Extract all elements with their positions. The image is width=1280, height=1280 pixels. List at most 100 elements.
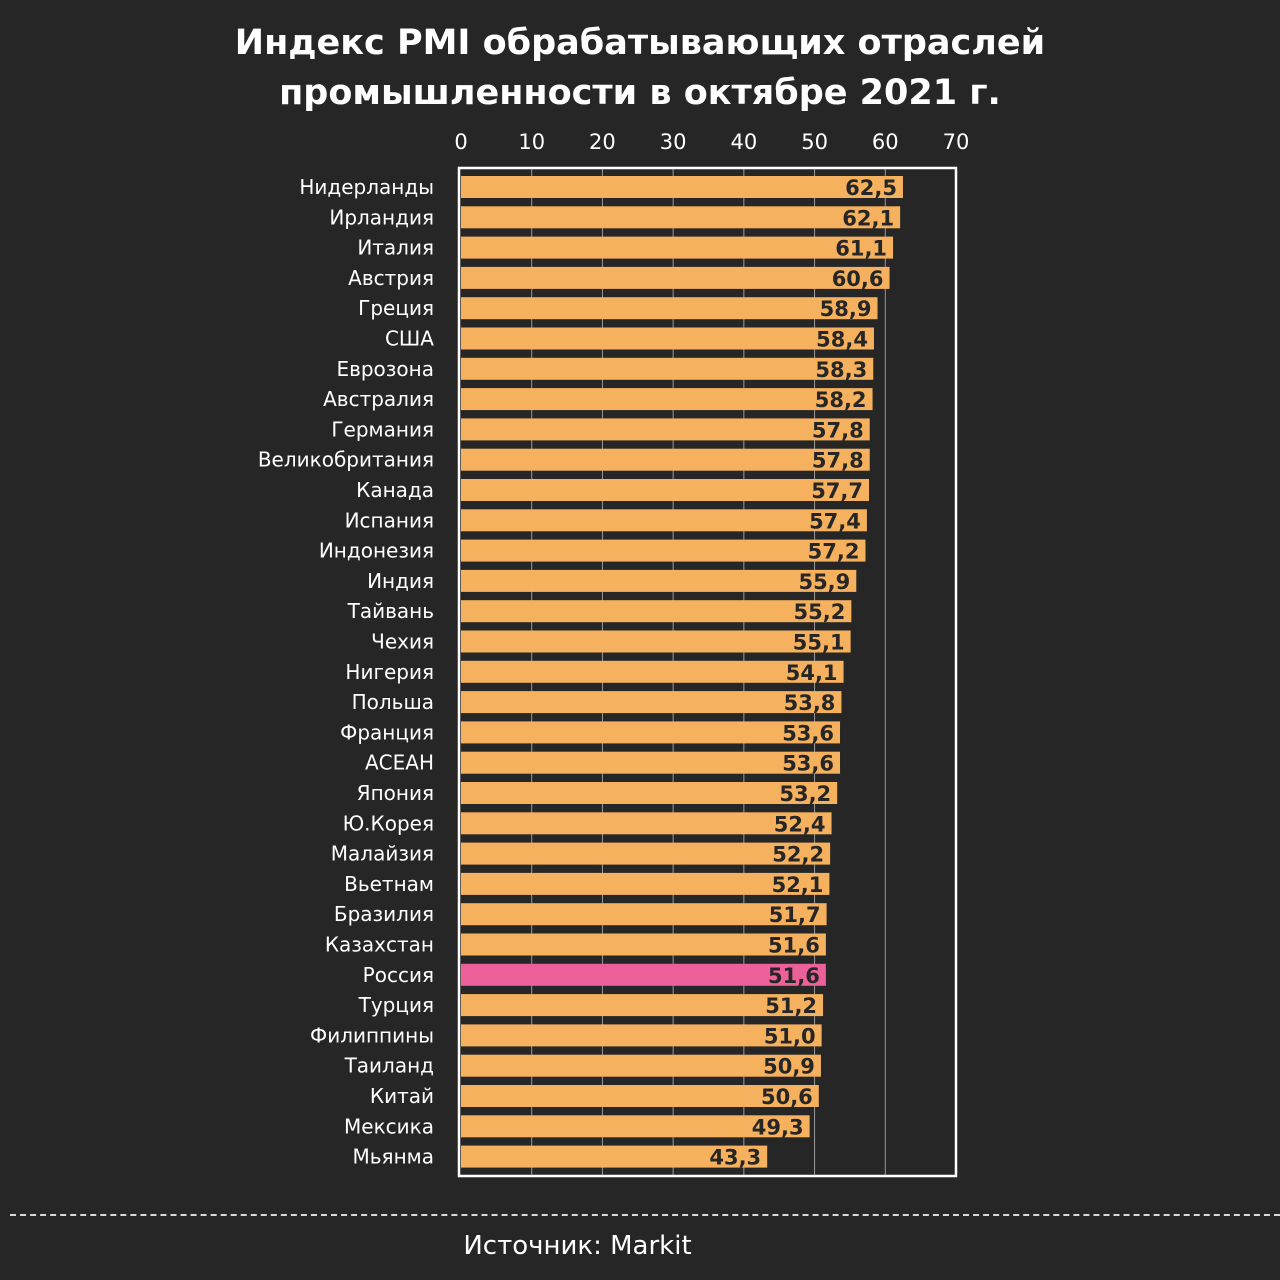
bar	[461, 448, 870, 471]
bar	[461, 691, 842, 714]
data-label: 61,1	[835, 237, 887, 261]
bar	[461, 357, 874, 380]
category-label: Испания	[345, 508, 434, 532]
category-label: Индонезия	[319, 539, 434, 563]
category-label: Япония	[357, 781, 434, 805]
category-label: Чехия	[371, 630, 434, 654]
bar-chart: 0 10 20 30 40 50 60 70 62,5 Нидерланды 62,1 Ирланди…	[258, 130, 970, 1178]
bar	[461, 1085, 819, 1107]
bar	[461, 812, 832, 835]
category-label: Еврозона	[336, 357, 434, 381]
bar	[461, 630, 851, 653]
category-label: Италия	[357, 236, 434, 260]
bar	[461, 297, 878, 320]
plot-frame	[457, 166, 958, 1178]
data-label: 51,6	[768, 964, 820, 988]
category-label: Тайвань	[347, 599, 434, 623]
x-tick-label: 50	[801, 130, 828, 154]
category-label: Таиланд	[344, 1054, 434, 1078]
chart-title-line-2: промышленности в октябре 2021 г.	[279, 73, 1001, 113]
bar	[461, 1024, 822, 1047]
category-label: Ю.Корея	[343, 811, 434, 835]
category-label: Франция	[340, 720, 434, 744]
category-label: Индия	[367, 569, 434, 593]
bar	[461, 266, 890, 289]
bar	[461, 176, 903, 198]
category-label: Турция	[358, 993, 434, 1017]
bar	[461, 479, 870, 501]
category-label: Вьетнам	[344, 872, 434, 896]
x-tick-label: 10	[518, 130, 545, 154]
data-label: 53,6	[782, 752, 834, 776]
data-label: 51,6	[768, 934, 820, 958]
chart-title-line-1: Индекс PMI обрабатывающих отраслей	[234, 23, 1046, 63]
category-label: Мьянма	[353, 1145, 435, 1169]
category-label: Россия	[363, 963, 434, 987]
bar	[461, 388, 873, 411]
category-label: Китай	[370, 1084, 434, 1108]
bar	[461, 1054, 821, 1077]
category-label: Мексика	[344, 1114, 434, 1138]
x-tick-label: 0	[454, 130, 467, 154]
bar	[461, 1115, 810, 1138]
data-label: 54,1	[786, 661, 838, 685]
bar	[461, 963, 826, 986]
x-tick-label: 20	[589, 130, 616, 154]
bar	[461, 539, 866, 562]
data-label: 52,2	[772, 843, 824, 867]
data-label: 57,2	[808, 540, 860, 564]
bar	[461, 509, 867, 532]
source-note: Источник: Markit	[463, 1231, 692, 1261]
category-label: США	[385, 327, 434, 351]
category-label: Малайзия	[331, 842, 434, 866]
bar	[461, 903, 827, 926]
category-label: Великобритания	[258, 448, 434, 472]
data-label: 51,7	[769, 903, 821, 927]
data-label: 50,6	[761, 1085, 813, 1109]
x-tick-label: 70	[943, 130, 970, 154]
data-label: 62,5	[845, 176, 897, 200]
bar	[461, 236, 894, 259]
category-label: Ирландия	[329, 205, 434, 229]
category-label: АСЕАН	[365, 751, 434, 775]
data-label: 52,4	[774, 812, 826, 836]
bar	[461, 1145, 768, 1168]
data-label: 62,1	[842, 206, 894, 230]
bar	[461, 933, 826, 956]
data-label: 57,8	[812, 418, 864, 442]
category-label: Польша	[352, 690, 434, 714]
category-label: Греция	[358, 296, 434, 320]
bar	[461, 418, 870, 441]
chart-title: Индекс PMI обрабатывающих отраслей промы…	[0, 18, 1280, 118]
data-label: 53,8	[784, 691, 836, 715]
category-label: Нидерланды	[299, 175, 434, 199]
data-label: 49,3	[752, 1115, 804, 1139]
bar	[461, 782, 838, 804]
category-label: Австрия	[348, 266, 434, 290]
x-tick-label: 40	[730, 130, 757, 154]
data-label: 55,1	[793, 631, 845, 655]
data-label: 57,8	[812, 449, 864, 473]
bar	[461, 842, 831, 865]
category-label: Германия	[331, 417, 434, 441]
bar	[461, 569, 857, 592]
data-label: 52,1	[772, 873, 824, 897]
bar	[461, 327, 874, 350]
data-label: 51,0	[764, 1024, 816, 1048]
x-tick-label: 60	[872, 130, 899, 154]
data-label: 58,4	[816, 328, 868, 352]
bar	[461, 751, 841, 774]
category-label: Бразилия	[334, 902, 434, 926]
category-label: Казахстан	[325, 933, 434, 957]
category-label: Филиппины	[310, 1023, 434, 1047]
bar	[461, 994, 824, 1017]
data-label: 60,6	[832, 267, 884, 291]
x-tick-label: 30	[660, 130, 687, 154]
bar	[461, 721, 841, 744]
data-label: 51,2	[765, 994, 817, 1018]
data-label: 55,9	[798, 570, 850, 594]
data-label: 58,9	[820, 297, 872, 321]
category-label: Австралия	[323, 387, 434, 411]
data-label: 43,3	[709, 1146, 761, 1170]
data-label: 55,2	[794, 600, 846, 624]
